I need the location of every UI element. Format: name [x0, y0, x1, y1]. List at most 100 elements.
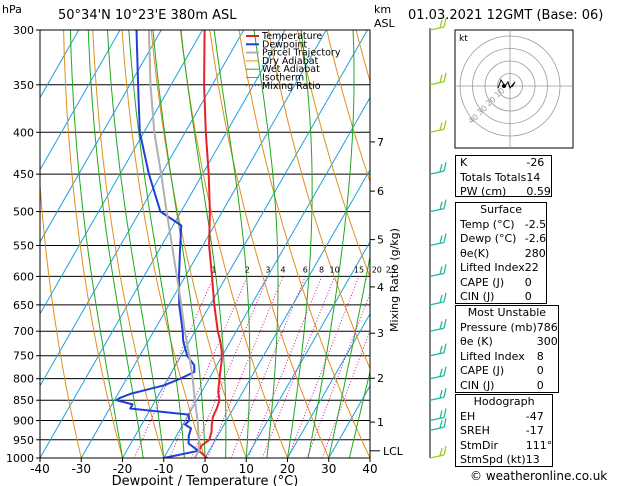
wind-barb	[429, 388, 447, 401]
wind-barb	[429, 366, 447, 380]
wet-adiabat-line	[328, 253, 370, 458]
parcel-trajectory-profile	[147, 30, 200, 458]
mixing-ratio-line	[190, 276, 269, 458]
pressure-tick-label: 1000	[6, 452, 34, 465]
wind-barb	[429, 199, 447, 213]
wind-barbs	[429, 17, 447, 459]
surface-label: Temp (°C)	[460, 217, 515, 231]
surface-value: 0	[524, 290, 532, 303]
height-tick-label: 1	[377, 416, 384, 429]
wind-barb	[429, 17, 447, 31]
wind-barb	[429, 408, 447, 422]
mixing-ratio-label: 1	[211, 265, 216, 274]
hodograph-stat-label: EH	[460, 409, 476, 423]
index-label: K	[460, 156, 468, 169]
storm-motion-marker	[502, 84, 506, 88]
surface-value: 280	[524, 246, 546, 260]
dry-adiabat-line	[121, 30, 206, 458]
hodograph-frame	[454, 29, 574, 149]
wind-barb	[429, 292, 447, 306]
isotherm-line	[40, 30, 245, 387]
index-value: 14	[526, 170, 541, 184]
pressure-tick-label: 300	[13, 24, 34, 37]
mixing-ratio-label: 6	[303, 265, 308, 274]
pressure-tick-label: 550	[13, 239, 34, 252]
dry-adiabat-line	[238, 30, 370, 458]
wet-adiabat-line	[180, 30, 227, 458]
mixing-ratio-label: 10	[330, 265, 340, 274]
km-axis-label: km	[374, 3, 391, 16]
temperature-tick-label: 30	[321, 462, 336, 476]
most-unstable-label: θe (K)	[460, 335, 493, 348]
wind-barb	[429, 120, 447, 133]
wet-adiabat-line	[152, 30, 206, 458]
mixing-ratio-label: 25	[386, 265, 396, 274]
isotherm-line	[122, 30, 368, 458]
dewpoint-profile	[115, 30, 200, 458]
temperature-tick-label: -30	[71, 462, 91, 476]
dry-adiabat-line	[267, 30, 370, 370]
pressure-tick-label: 400	[13, 126, 34, 139]
pressure-tick-label: 650	[13, 299, 34, 312]
temperature-tick-label: 10	[239, 462, 254, 476]
most-unstable-value: 0	[536, 378, 544, 392]
mixing-ratio-line	[169, 276, 248, 458]
surface-value: 0	[524, 275, 532, 289]
isotherm-line	[80, 30, 327, 458]
indices-panel: K -26 Totals Totals 14 PW (cm) 0.59	[455, 155, 552, 198]
dry-adiabat-line	[150, 30, 247, 458]
most-unstable-panel: Most Unstable Pressure (mb) 786 θe (K) 300 Li…	[455, 305, 559, 393]
pressure-axis-label: hPa	[2, 3, 22, 16]
pressure-tick-label: 350	[13, 79, 34, 92]
most-unstable-value: 8	[536, 349, 544, 363]
mixing-ratio-label: 4	[281, 265, 286, 274]
temperature-tick-label: -40	[30, 462, 50, 476]
legend-label: Mixing Ratio	[262, 81, 321, 92]
wet-adiabat-line	[348, 369, 370, 458]
surface-title: Surface	[480, 203, 523, 216]
dry-adiabat-line	[590, 30, 629, 458]
most-unstable-title: Most Unstable	[467, 306, 547, 319]
wind-barb	[429, 72, 447, 86]
legend-label: Dry Adiabat	[262, 56, 319, 67]
surface-panel: Surface Temp (°C) -2.5 Dewp (°C) -2.6 θe(K) 28…	[455, 202, 548, 304]
sounding-profiles	[115, 30, 223, 458]
hodograph-stat-title: Hodograph	[473, 395, 535, 408]
background-lines	[40, 30, 629, 458]
index-label: PW (cm)	[460, 185, 507, 198]
temperature-tick-label: 20	[280, 462, 295, 476]
surface-value: -2.6	[524, 232, 547, 245]
hodograph-stat-label: StmSpd (kt)	[460, 453, 526, 466]
most-unstable-label: CAPE (J)	[460, 364, 505, 377]
height-tick-label: 6	[377, 185, 384, 198]
mixing-ratio-line	[321, 329, 370, 458]
isotherm-line	[287, 312, 370, 458]
index-label: Totals Totals	[460, 170, 527, 184]
wet-adiabat-line	[213, 30, 251, 458]
wind-barb	[429, 418, 447, 431]
isotherm-line	[40, 30, 286, 458]
pressure-tick-label: 950	[13, 434, 34, 447]
legend-label: Parcel Trajectory	[262, 48, 341, 59]
pressure-tick-label: 800	[13, 373, 34, 386]
mixing-ratio-label: 8	[319, 265, 324, 274]
dry-adiabat-line	[40, 179, 82, 458]
index-value: 0.59	[526, 185, 551, 198]
pressure-tick-label: 450	[13, 168, 34, 181]
hodograph-stat-value: 111°	[525, 438, 553, 452]
dry-adiabat-line	[92, 30, 165, 458]
temperature-tick-label: -20	[113, 462, 133, 476]
temperature-tick-label: 0	[201, 462, 209, 476]
dry-adiabat-line	[297, 30, 370, 279]
isotherm-line	[245, 240, 370, 458]
surface-label: Lifted Index	[460, 261, 525, 274]
pressure-tick-label: 750	[13, 350, 34, 363]
most-unstable-label: Lifted Index	[460, 349, 525, 363]
mixing-ratio-labels: 1 2 3 4 6 8 10 15 20 25	[211, 265, 396, 274]
surface-value: 22	[524, 261, 539, 274]
hodograph-trace	[497, 78, 516, 90]
wind-barb	[429, 264, 447, 278]
